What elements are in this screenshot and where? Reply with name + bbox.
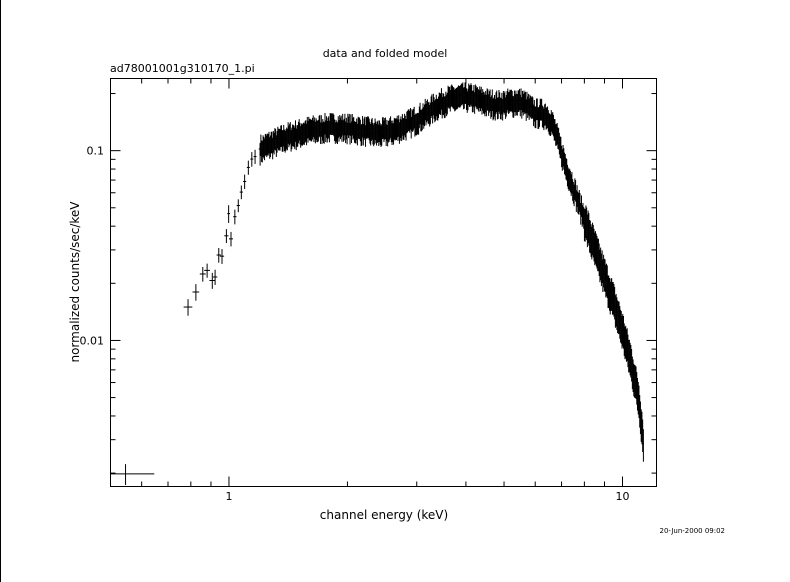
data-point: [575, 180, 577, 202]
data-point: [246, 160, 250, 175]
window-edge: [0, 0, 1, 582]
x-axis-label: channel energy (keV): [320, 508, 448, 522]
data-point: [642, 429, 644, 462]
chart-subtitle: ad78001001g310170_1.pi: [110, 62, 255, 75]
data-point: [183, 299, 193, 316]
y-tick-label: 0.1: [87, 145, 105, 158]
tick-labels: 1 10 0.01 0.1: [80, 145, 630, 503]
data-point: [204, 263, 211, 278]
y-axis-label: normalized counts/sec/keV: [68, 201, 82, 363]
data-point: [243, 174, 247, 189]
data-point: [219, 249, 225, 264]
axis-ticks: [110, 78, 657, 487]
data-point: [216, 247, 221, 263]
data-point: [212, 269, 218, 285]
data-point: [227, 205, 230, 223]
data-point: [209, 272, 216, 289]
timestamp: 20-Jun-2000 09:02: [660, 527, 726, 535]
data-point: [253, 149, 257, 164]
data-point: [233, 209, 237, 225]
chart-title: data and folded model: [323, 47, 448, 60]
data-point: [199, 266, 206, 282]
x-tick-label: 1: [226, 490, 233, 503]
data-point: [228, 231, 234, 247]
data-point: [192, 284, 200, 301]
plot-frame: [110, 78, 657, 487]
y-tick-label: 0.01: [80, 334, 105, 347]
data-point: [236, 199, 240, 213]
data-point: [250, 152, 254, 167]
data-point: [110, 464, 155, 486]
x-tick-label: 10: [616, 490, 630, 503]
data-point: [239, 185, 243, 200]
data-points: [110, 82, 644, 486]
data-point: [224, 229, 229, 244]
